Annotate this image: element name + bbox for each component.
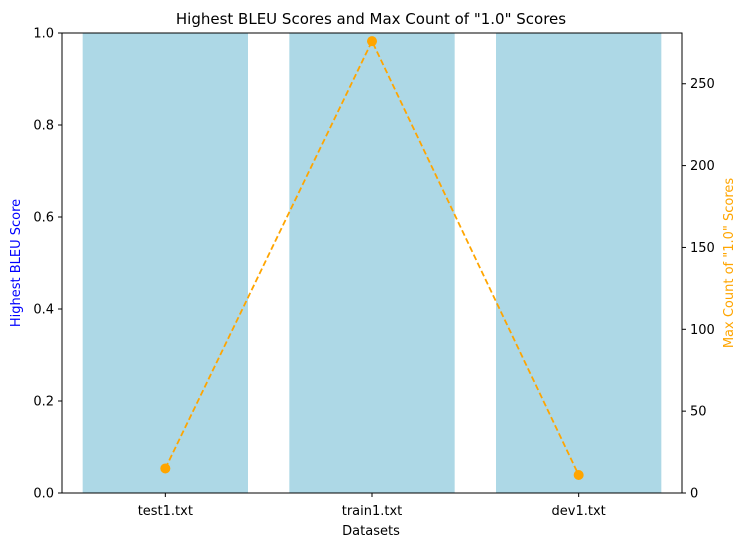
left-tick-label-0: 0.0 <box>33 487 54 502</box>
left-axis-ticks: 0.0 0.2 0.4 0.6 0.8 1.0 <box>33 27 62 502</box>
right-tick-label-5: 250 <box>690 77 715 92</box>
right-axis-ticks: 0 50 100 150 200 250 <box>682 77 715 502</box>
right-axis-label: Max Count of "1.0" Scores <box>722 178 737 349</box>
x-tick-label-1: train1.txt <box>342 504 403 519</box>
bar-2 <box>496 33 662 493</box>
left-axis-label: Highest BLEU Score <box>9 199 24 327</box>
count-point-2 <box>573 469 584 480</box>
right-tick-label-1: 50 <box>690 405 707 420</box>
bars-layer <box>82 33 662 493</box>
count-line <box>164 39 580 476</box>
right-tick-label-3: 150 <box>690 241 715 256</box>
right-tick-label-2: 100 <box>690 323 715 338</box>
x-tick-label-0: test1.txt <box>138 504 193 519</box>
chart-title: Highest BLEU Scores and Max Count of "1.… <box>176 10 566 28</box>
line-layer <box>160 36 584 480</box>
bar-1 <box>289 33 455 493</box>
right-tick-label-0: 0 <box>690 487 698 502</box>
x-tick-label-2: dev1.txt <box>552 504 606 519</box>
right-tick-label-4: 200 <box>690 159 715 174</box>
count-point-1 <box>367 36 377 47</box>
left-tick-label-5: 1.0 <box>33 27 54 42</box>
left-tick-label-1: 0.2 <box>33 395 54 410</box>
left-tick-label-4: 0.8 <box>33 119 54 134</box>
x-axis-ticks: test1.txt train1.txt dev1.txt <box>138 493 606 519</box>
left-tick-label-2: 0.4 <box>33 303 54 318</box>
count-point-0 <box>160 463 171 474</box>
left-tick-label-3: 0.6 <box>33 211 54 226</box>
x-axis-label: Datasets <box>342 524 400 539</box>
bar-0 <box>82 33 249 493</box>
